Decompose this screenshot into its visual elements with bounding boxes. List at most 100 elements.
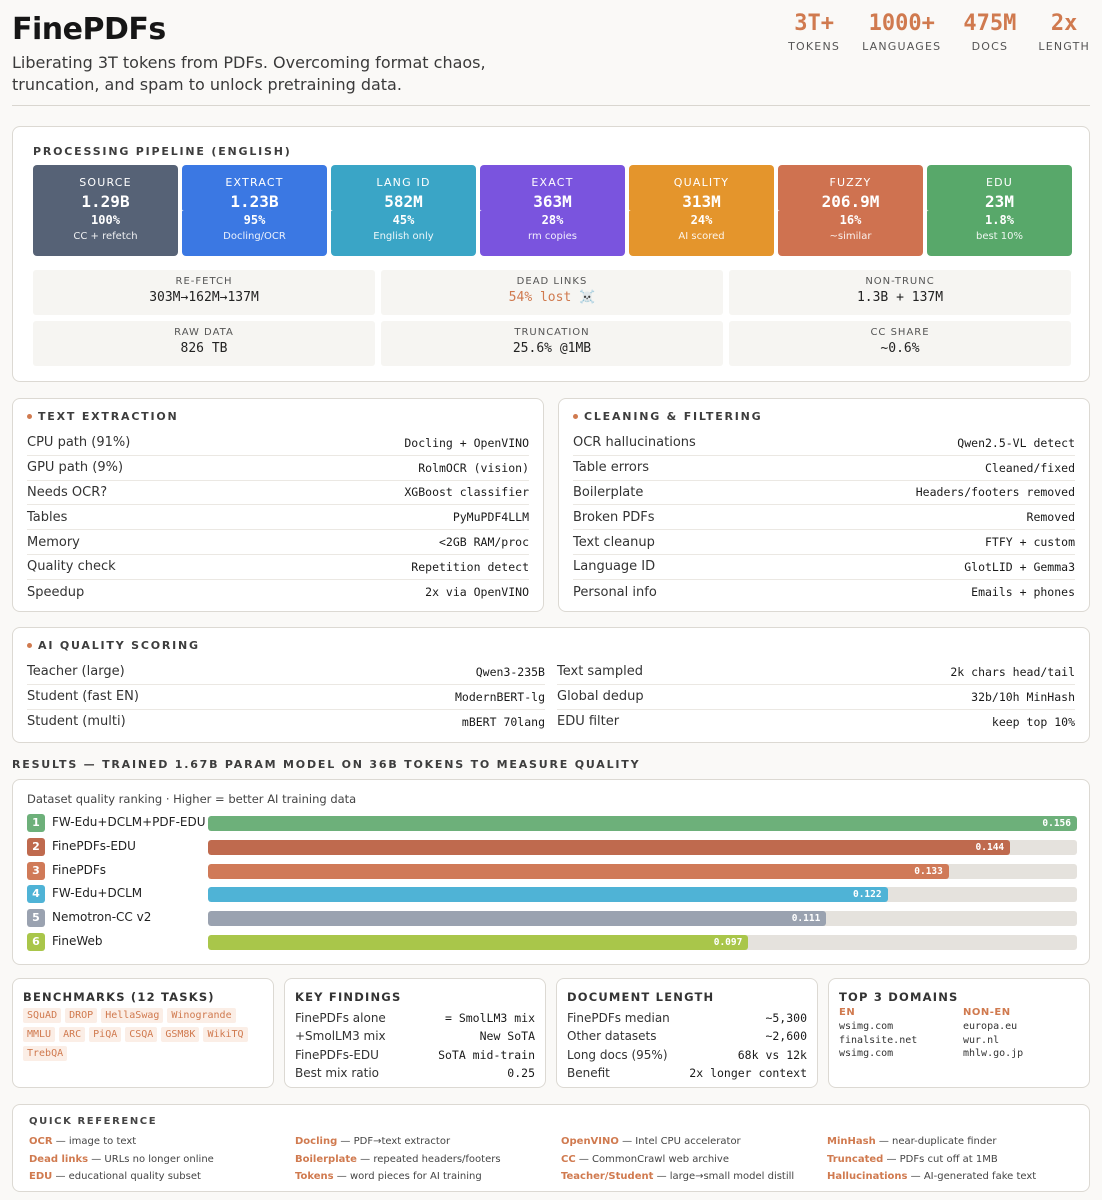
dataset-name: Nemotron-CC v2	[52, 910, 152, 925]
glossary-item: Teacher/Student — large→small model dist…	[561, 1169, 827, 1185]
glossary-definition: — near-duplicate finder	[875, 1136, 997, 1147]
bar-track: 0.097	[208, 935, 1077, 950]
chart-title: Dataset quality ranking · Higher = bette…	[27, 792, 357, 806]
glossary-definition: — URLs no longer online	[88, 1153, 214, 1165]
ai-scoring-title: AI QUALITY SCORING	[27, 639, 200, 652]
item-key: FinePDFs-EDU	[295, 1047, 379, 1062]
metric-cc-share: CC SHARE ~0.6%	[729, 321, 1071, 366]
list-item: Personal info Emails + phones	[573, 580, 1075, 605]
document-length-title: DOCUMENT LENGTH	[567, 990, 715, 1004]
item-value: SoTA mid-train	[438, 1047, 535, 1062]
glossary-definition: — Intel CPU accelerator	[618, 1136, 741, 1147]
glossary-item: Truncated — PDFs cut off at 1MB	[827, 1152, 1089, 1168]
metric-raw-data: RAW DATA 826 TB	[33, 321, 375, 366]
list-item: Student (fast EN) ModernBERT-lg	[27, 685, 545, 710]
glossary-item: EDU — educational quality subset	[29, 1169, 295, 1185]
stage-value: 206.9M	[821, 192, 880, 211]
glossary-item: CC — CommonCrawl web archive	[561, 1152, 827, 1168]
arrow-right-icon: ▶	[477, 207, 482, 214]
glossary-item: OCR — image to text	[29, 1134, 295, 1150]
glossary-item: OpenVINO — Intel CPU accelerator	[561, 1134, 827, 1150]
ranking-row: 2 FinePDFs-EDU 0.144	[27, 837, 1077, 857]
domains-en-column: EN wsimg.com finalsite.net wsimg.com	[839, 1007, 917, 1061]
benchmark-tag: HellaSwag	[101, 1008, 164, 1023]
domain-item: finalsite.net	[839, 1034, 918, 1046]
list-item: Tables PyMuPDF4LLM	[27, 505, 529, 531]
glossary-term: Truncated	[827, 1153, 884, 1165]
glossary-term: OCR	[29, 1136, 53, 1147]
glossary-definition: — PDFs cut off at 1MB	[883, 1153, 998, 1165]
item-key: Boilerplate	[573, 484, 644, 500]
list-item: FinePDFs median ~5,300	[567, 1009, 807, 1027]
item-value: XGBoost classifier	[404, 485, 529, 500]
domains-non-en-label: NON-EN	[963, 1007, 1011, 1018]
metric-value: 303M→162M→137M	[149, 290, 259, 305]
item-value: Qwen2.5-VL detect	[957, 435, 1075, 450]
stat-label: DOCS	[971, 40, 1009, 53]
bar: 0.156	[208, 816, 1077, 831]
benchmark-tag: CSQA	[125, 1027, 158, 1042]
stage-note: Docling/OCR	[223, 231, 286, 242]
ai-scoring-panel: AI QUALITY SCORING Teacher (large) Qwen3-…	[12, 627, 1090, 743]
item-value: Qwen3-235B	[475, 664, 545, 679]
ai-scoring-left: Teacher (large) Qwen3-235B Student (fast …	[27, 660, 551, 734]
bar: 0.144	[208, 839, 1011, 855]
metric-truncation: TRUNCATION 25.6% @1MB	[381, 321, 723, 366]
bar-value-label: 0.144	[975, 841, 1005, 853]
list-item: Needs OCR? XGBoost classifier	[27, 481, 529, 506]
item-key: Global dedup	[557, 689, 644, 705]
item-key: FinePDFs alone	[295, 1011, 386, 1026]
item-value: ModernBERT-lg	[454, 689, 545, 704]
stage-name: FUZZY	[829, 176, 872, 189]
stage-value: 1.23B	[230, 192, 279, 211]
stage-value: 582M	[384, 192, 423, 211]
key-findings-card: KEY FINDINGS FinePDFs alone = SmolLM3 mix…	[284, 978, 546, 1088]
stage-name: EDU	[985, 176, 1014, 189]
cleaning-title: CLEANING & FILTERING	[573, 410, 763, 423]
ranking-row: 1 FW-Edu+DCLM+PDF-EDU 0.156	[27, 813, 1077, 833]
domain-item: europa.eu	[963, 1021, 1018, 1032]
stat-value: 3T+	[794, 11, 834, 36]
stage-note: AI scored	[678, 231, 725, 242]
glossary-term: Docling	[295, 1136, 338, 1147]
metric-value: 1.3B + 137M	[856, 290, 944, 305]
bar: 0.111	[208, 911, 827, 927]
stage-percent: 95%	[243, 213, 266, 227]
glossary-item: Docling — PDF→text extractor	[295, 1134, 561, 1150]
stage-source: SOURCE 1.29B 100% CC + refetch	[33, 165, 178, 256]
metric-value: 54% lost ☠️	[508, 290, 596, 305]
list-item: Benefit 2x longer context	[567, 1064, 807, 1082]
ranking-row: 4 FW-Edu+DCLM 0.122	[27, 884, 1077, 904]
metric-label: NON-TRUNC	[865, 276, 935, 287]
glossary-term: Teacher/Student	[561, 1171, 654, 1182]
domain-item: wsimg.com	[839, 1021, 894, 1032]
glossary-term: EDU	[29, 1171, 53, 1182]
ai-scoring-columns: Teacher (large) Qwen3-235B Student (fast …	[27, 660, 1075, 734]
item-key: +SmolLM3 mix	[295, 1029, 386, 1044]
arrow-right-icon: ▶	[179, 207, 184, 214]
glossary-term: OpenVINO	[561, 1136, 619, 1147]
benchmark-tag: ARC	[59, 1027, 86, 1042]
list-item: Text sampled 2k chars head/tail	[557, 660, 1075, 685]
item-value: mBERT 70lang	[461, 714, 545, 729]
benchmark-tag: PiQA	[89, 1027, 122, 1042]
bar: 0.122	[208, 887, 888, 903]
page-subtitle: Liberating 3T tokens from PDFs. Overcomi…	[12, 53, 486, 94]
item-value: 2x via OpenVINO	[425, 585, 529, 600]
bar-value-label: 0.122	[852, 889, 882, 901]
arrow-right-icon: ▶	[626, 207, 631, 214]
stat-length: 2x LENGTH	[1038, 10, 1090, 53]
item-value: 2x longer context	[689, 1066, 807, 1081]
item-key: GPU path (9%)	[27, 460, 124, 476]
stat-label: TOKENS	[788, 40, 841, 53]
domain-item: wsimg.com	[839, 1048, 894, 1059]
item-key: Benefit	[567, 1066, 610, 1081]
ai-scoring-right: Text sampled 2k chars head/tail Global de…	[551, 660, 1075, 734]
page-header: FinePDFs Liberating 3T tokens from PDFs.…	[12, 10, 1090, 106]
dataset-name: FW-Edu+DCLM+PDF-EDU	[52, 815, 206, 829]
list-item: Other datasets ~2,600	[567, 1027, 807, 1045]
cleaning-panel: CLEANING & FILTERING OCR hallucinations Q…	[558, 398, 1090, 612]
arrow-right-icon: ▶	[775, 207, 780, 214]
glossary-definition: — word pieces for AI training	[333, 1171, 482, 1182]
item-key: Speedup	[27, 584, 85, 600]
